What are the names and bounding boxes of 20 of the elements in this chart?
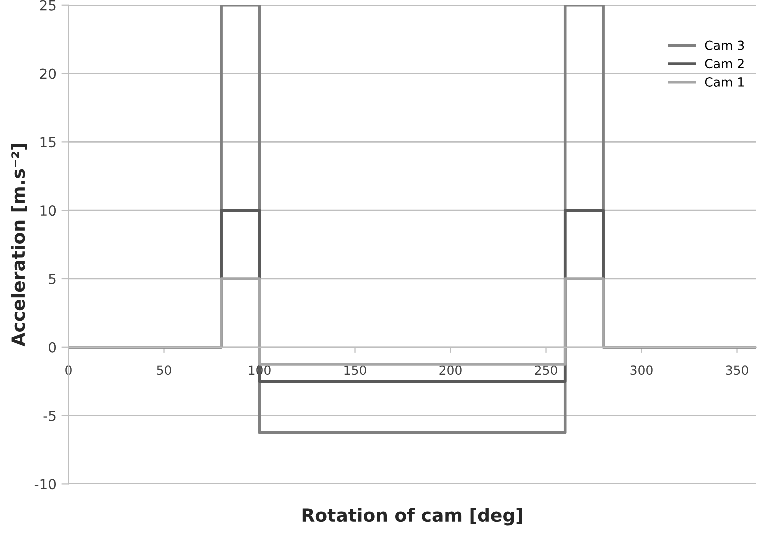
x-tick-label: 300 [630,366,653,376]
y-tick-label: 5 [49,274,56,284]
x-tick-label: 0 [66,366,72,376]
x-tick-label: 350 [726,366,748,376]
y-axis-title: Acceleration [m.s⁻²] [11,144,28,347]
legend-label: Cam 3 [705,40,744,50]
y-tick-label: 10 [40,206,56,216]
x-tick-label: 250 [535,366,558,376]
x-tick-label: 50 [157,366,172,376]
y-tick-label: 15 [40,137,56,148]
y-tick-label: -10 [34,479,56,490]
x-tick-label: 150 [344,366,366,376]
x-tick-label: 200 [440,366,462,376]
y-tick-label: -5 [44,410,56,422]
y-tick-label: 25 [40,0,56,11]
legend-label: Cam 1 [705,77,744,87]
x-axis-title: Rotation of cam [deg] [302,508,522,526]
legend-label: Cam 2 [705,59,744,69]
y-tick-label: 20 [40,68,56,80]
y-tick-label: 0 [49,342,56,353]
